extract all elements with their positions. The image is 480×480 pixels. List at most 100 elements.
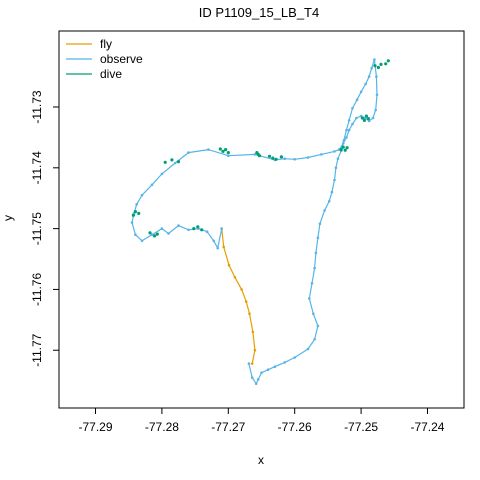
track-point-observe [135, 203, 138, 206]
track-point-dive [341, 145, 345, 149]
track-point-dive [345, 146, 349, 150]
track-point-observe [320, 153, 323, 156]
y-tick-label: -11.73 [30, 90, 44, 123]
track-line-fly [221, 228, 256, 364]
track-point-observe [134, 233, 137, 236]
track-point-observe [345, 128, 348, 132]
track-point-dive [176, 160, 181, 164]
track-point-dive [384, 62, 388, 66]
track-point-dive [133, 210, 137, 214]
y-axis-label: y [1, 215, 15, 221]
track-point-observe [314, 251, 318, 255]
track-point-observe [375, 75, 378, 78]
y-tick-label: -11.74 [30, 151, 44, 184]
track-point-observe [187, 151, 190, 154]
y-tick-label: -11.77 [30, 333, 44, 366]
legend-label-fly: fly [100, 37, 112, 51]
track-point-observe [359, 90, 363, 94]
track-point-observe [260, 371, 263, 375]
track-point-observe [227, 154, 230, 157]
track-point-fly [251, 330, 255, 334]
track-point-observe [310, 282, 314, 285]
track-point-fly [244, 300, 248, 303]
track-point-observe [220, 227, 223, 230]
track-point-observe [150, 233, 154, 236]
track-point-observe [177, 224, 180, 227]
track-point-dive [373, 64, 377, 68]
x-tick-label: -77.29 [79, 420, 113, 434]
track-point-observe [173, 161, 177, 165]
track-point-observe [351, 106, 354, 110]
track-point-observe [333, 178, 336, 182]
track-point-dive [163, 160, 167, 164]
track-point-fly [233, 276, 237, 279]
y-axis: -11.73 -11.74 -11.75 -11.76 -11.77 [30, 90, 60, 367]
track-point-observe [150, 183, 154, 187]
track-point-dive [148, 231, 152, 235]
track-point-observe [355, 116, 358, 120]
track-point-dive [366, 117, 370, 121]
track-point-dive [153, 234, 157, 238]
track-point-observe [216, 246, 219, 250]
track-point-fly [250, 362, 254, 365]
track-point-observe [207, 148, 210, 151]
track-point-observe [247, 362, 251, 365]
legend-label-observe: observe [100, 52, 143, 66]
track-point-observe [312, 312, 315, 316]
track-point-observe [205, 230, 209, 233]
track-point-dive [271, 156, 275, 160]
track-point-observe [336, 157, 340, 160]
track-point-fly [227, 263, 231, 267]
track-point-observe [293, 158, 297, 161]
track-layer [130, 58, 390, 386]
track-point-dive [362, 118, 366, 122]
track-point-observe [316, 236, 320, 239]
track-point-observe [367, 119, 371, 123]
track-point-observe [374, 108, 378, 112]
plot-frame [58, 30, 465, 409]
track-point-dive [274, 157, 278, 161]
track-point-dive [224, 148, 228, 152]
track-point-observe [187, 228, 190, 232]
track-point-fly [253, 348, 257, 352]
track-point-observe [330, 190, 334, 194]
track-point-dive [221, 149, 225, 153]
track-point-dive [360, 116, 364, 120]
track-point-observe [347, 128, 351, 132]
track-point-observe [212, 239, 215, 243]
legend-label-dive: dive [100, 67, 122, 81]
track-point-observe [371, 116, 375, 120]
x-axis-label: x [258, 453, 264, 467]
track-point-observe [313, 338, 316, 341]
track-point-observe [140, 239, 144, 243]
y-tick-label: -11.76 [30, 273, 44, 306]
track-point-observe [283, 361, 287, 364]
track-point-observe [250, 376, 254, 379]
track-point-observe [364, 82, 368, 86]
track-point-dive [376, 65, 380, 70]
x-tick-label: -77.28 [145, 420, 179, 434]
track-point-observe [373, 58, 376, 61]
track-point-dive [196, 225, 200, 229]
track-point-observe [273, 365, 277, 369]
track-point-fly [248, 312, 251, 316]
track-point-observe [342, 139, 346, 142]
track-point-dive [364, 114, 368, 118]
chart-title: ID P1109_15_LB_T4 [199, 5, 319, 20]
track-point-dive [339, 148, 343, 152]
track-point-observe [306, 156, 310, 159]
track-point-observe [308, 297, 311, 300]
track-point-observe [167, 232, 170, 235]
track-point-dive [137, 211, 141, 215]
x-axis: -77.29 -77.28 -77.27 -77.26 -77.25 -77.24 [79, 407, 445, 434]
track-point-observe [140, 193, 144, 197]
x-tick-label: -77.26 [278, 420, 312, 434]
track-point-observe [334, 166, 338, 170]
track-point-observe [266, 368, 270, 372]
track-point-observe [370, 66, 374, 70]
track-point-observe [318, 222, 322, 226]
track-point-dive [200, 228, 204, 232]
track-point-observe [293, 356, 297, 359]
